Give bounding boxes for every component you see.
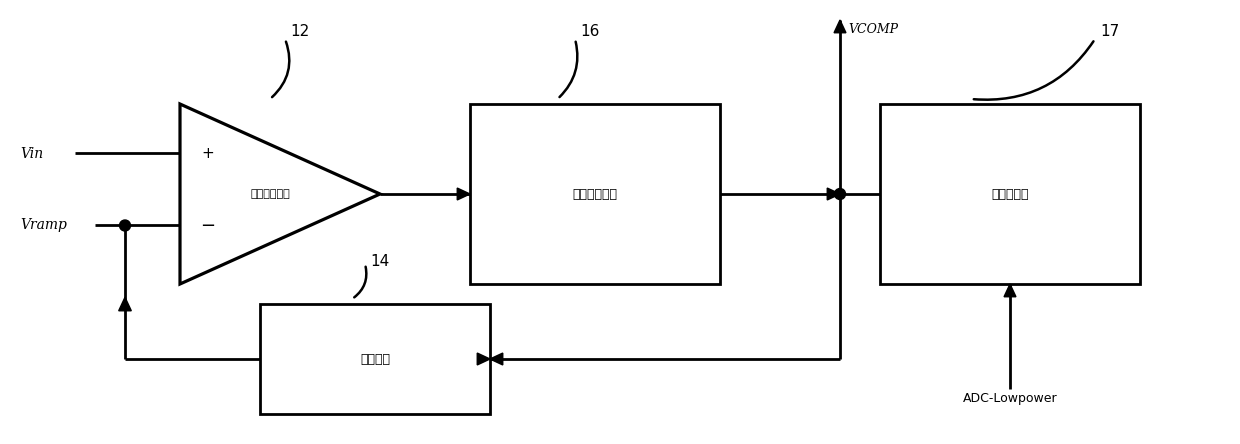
Text: Vin: Vin (20, 147, 43, 160)
Text: 补偿电容: 补偿电容 (360, 353, 391, 365)
Polygon shape (1004, 284, 1016, 297)
Bar (470, 104, 720, 284)
Text: Vramp: Vramp (20, 218, 67, 233)
Polygon shape (477, 353, 490, 365)
Bar (880, 104, 1140, 284)
Text: 14: 14 (370, 254, 389, 269)
Polygon shape (458, 188, 470, 200)
Text: 16: 16 (580, 24, 599, 39)
Text: VCOMP: VCOMP (848, 23, 898, 36)
Polygon shape (119, 297, 131, 311)
Polygon shape (827, 188, 839, 200)
Bar (260, 304, 490, 414)
Polygon shape (490, 353, 502, 365)
Circle shape (835, 189, 846, 199)
Text: 17: 17 (1100, 24, 1120, 39)
Circle shape (119, 220, 130, 231)
Text: +: + (202, 146, 215, 161)
Text: −: − (201, 217, 216, 234)
Text: 比较器第二级: 比较器第二级 (573, 187, 618, 201)
Text: ADC-Lowpower: ADC-Lowpower (962, 392, 1058, 405)
Polygon shape (835, 20, 846, 33)
Text: 12: 12 (290, 24, 309, 39)
Text: 负载均衡器: 负载均衡器 (991, 187, 1029, 201)
Text: 比较器第一级: 比较器第一级 (250, 189, 290, 199)
